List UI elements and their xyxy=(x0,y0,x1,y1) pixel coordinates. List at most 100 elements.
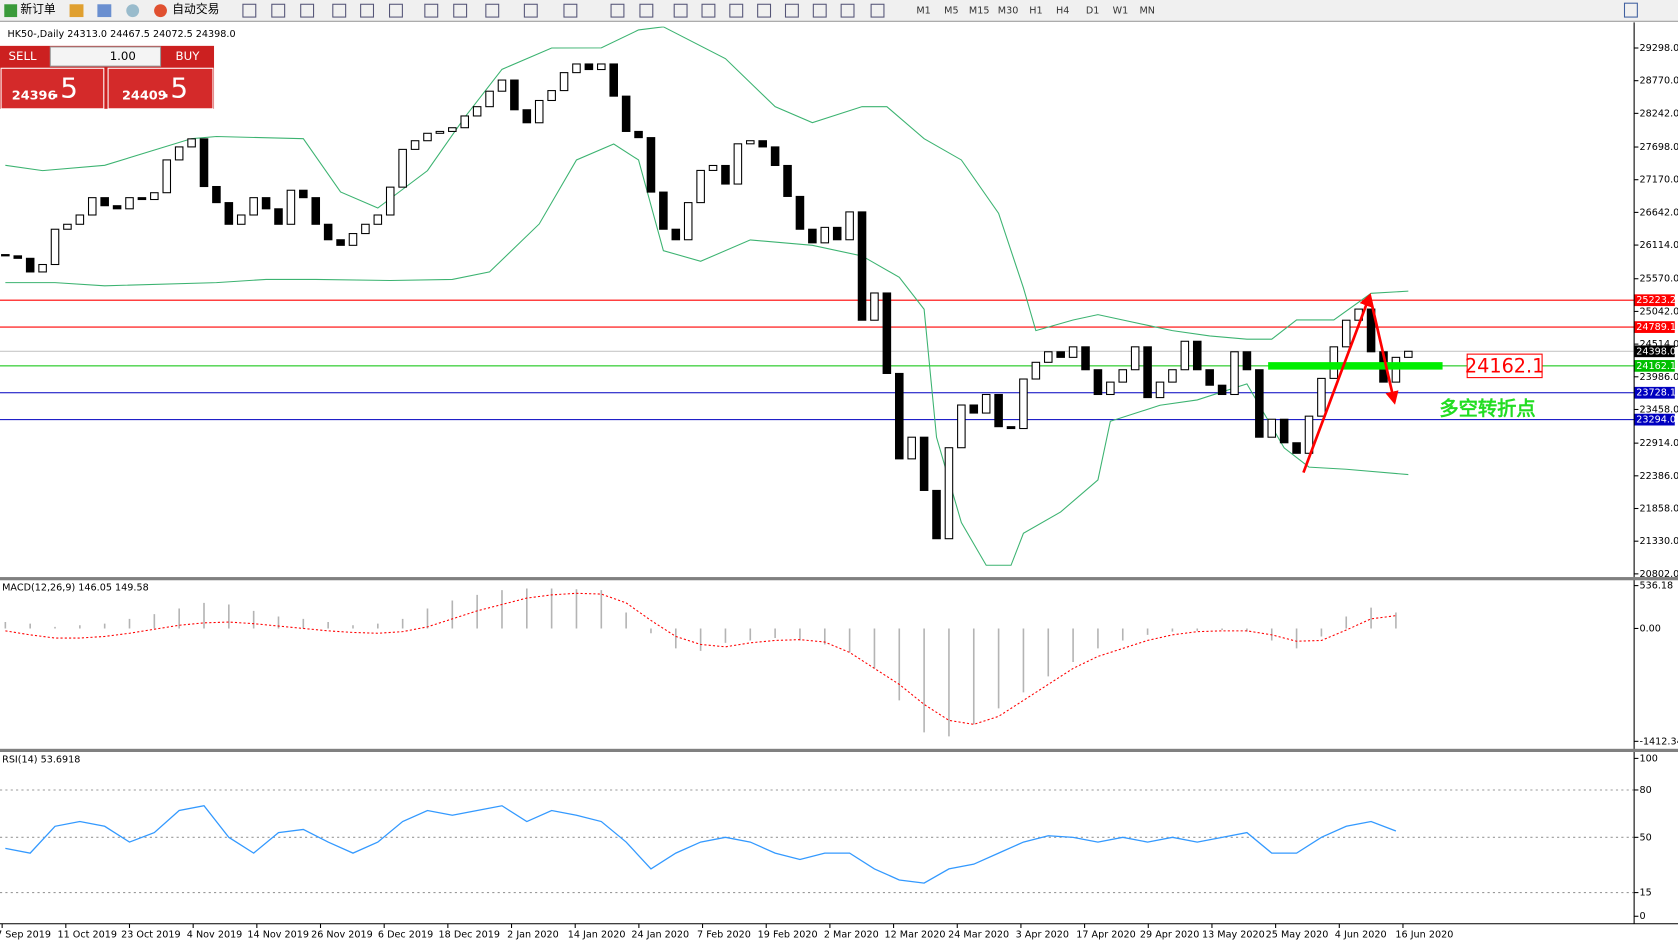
tool-button[interactable] xyxy=(729,3,744,18)
price-callout xyxy=(1466,353,1543,379)
sell-label[interactable]: SELL xyxy=(9,49,37,63)
candle xyxy=(770,146,780,167)
buy-label[interactable]: BUY xyxy=(176,49,201,63)
x-tick-label: 4 Jun 2020 xyxy=(1335,929,1387,940)
tool-button[interactable] xyxy=(523,3,538,18)
toolbar-bg xyxy=(0,0,1678,22)
tool-button[interactable] xyxy=(453,3,468,18)
buy-price-fraction[interactable]: .5 xyxy=(162,72,189,105)
x-tick-label: 25 May 2020 xyxy=(1266,929,1329,940)
tool-button[interactable] xyxy=(389,3,403,18)
timeframe-button[interactable]: M5 xyxy=(944,6,958,17)
rsi-title: RSI(14) 53.6918 xyxy=(2,754,80,765)
tool-button[interactable] xyxy=(701,3,716,18)
main-panel xyxy=(0,26,1635,566)
candle xyxy=(299,189,308,199)
level-label-bg xyxy=(1634,386,1675,399)
candle xyxy=(1168,369,1177,383)
auto-trade-icon[interactable] xyxy=(154,4,167,18)
timeframe-button[interactable]: M30 xyxy=(998,6,1019,17)
lot-value[interactable]: 1.00 xyxy=(110,49,136,63)
candle xyxy=(584,63,594,71)
new-order-icon[interactable] xyxy=(4,4,18,18)
timeframe-button[interactable]: M1 xyxy=(916,6,930,17)
panel-separator xyxy=(0,577,1678,581)
candle xyxy=(460,115,470,129)
candle xyxy=(510,79,519,111)
tool-button[interactable] xyxy=(563,3,578,18)
lot-input[interactable] xyxy=(49,46,162,67)
tool-button[interactable] xyxy=(300,3,315,18)
sell-price-fraction[interactable]: .5 xyxy=(51,72,78,105)
candle xyxy=(1217,384,1227,396)
tool-button[interactable] xyxy=(332,3,347,18)
tool-icon[interactable] xyxy=(97,4,112,18)
timeframe-button[interactable]: D1 xyxy=(1086,6,1100,17)
trend-arrow xyxy=(1302,292,1373,473)
tool-button[interactable] xyxy=(784,3,799,18)
buy-button[interactable] xyxy=(107,67,214,110)
candle xyxy=(820,226,830,244)
annotation-text: 多空转折点 xyxy=(1439,397,1535,420)
support-band xyxy=(1268,362,1443,370)
tool-button[interactable] xyxy=(610,3,625,18)
candle xyxy=(199,138,209,188)
candle xyxy=(1230,351,1239,396)
level-label-bg xyxy=(1634,294,1675,307)
buy-price[interactable]: 24409 xyxy=(122,89,167,104)
sell-button[interactable] xyxy=(0,67,105,110)
candle xyxy=(634,130,643,139)
tool-button[interactable] xyxy=(812,3,827,18)
rsi-line xyxy=(5,805,1397,884)
candle xyxy=(733,143,743,185)
candle xyxy=(882,292,892,374)
timeframe-button[interactable]: W1 xyxy=(1113,6,1129,17)
x-tick-label: 26 Nov 2019 xyxy=(311,929,373,940)
tool-button[interactable] xyxy=(424,3,439,18)
tool-button[interactable] xyxy=(639,3,654,18)
candle xyxy=(125,197,134,210)
x-tick-label: 7 Feb 2020 xyxy=(697,929,751,940)
tool-button[interactable] xyxy=(242,3,257,18)
macd-signal xyxy=(5,592,1396,725)
tool-button[interactable] xyxy=(271,3,286,18)
candle xyxy=(981,393,991,414)
panel-separator xyxy=(0,748,1678,752)
tool-button[interactable] xyxy=(757,3,772,18)
candle xyxy=(621,95,631,132)
sell-price[interactable]: 24396 xyxy=(12,89,57,104)
timeframe-button[interactable]: MN xyxy=(1139,6,1155,17)
tool-button[interactable] xyxy=(673,3,688,18)
tool-button[interactable] xyxy=(840,3,855,18)
tool-icon[interactable] xyxy=(69,4,84,18)
candle xyxy=(50,228,60,266)
candle xyxy=(497,79,507,92)
y-tick-label: 22914.0 xyxy=(1639,438,1678,449)
tool-button[interactable] xyxy=(360,3,375,18)
tool-icon[interactable] xyxy=(126,4,140,18)
candle xyxy=(373,214,383,225)
x-tick-label: 2 Jan 2020 xyxy=(507,929,559,940)
search-icon[interactable] xyxy=(1623,2,1638,18)
auto-trade-button[interactable]: 自动交易 xyxy=(172,2,219,16)
candle xyxy=(572,63,581,74)
timeframe-button[interactable]: H1 xyxy=(1029,6,1042,17)
candle xyxy=(1304,415,1314,454)
candle xyxy=(137,197,147,201)
candle xyxy=(1143,346,1152,399)
x-tick-label: 18 Dec 2019 xyxy=(439,929,500,940)
new-order-button[interactable]: 新订单 xyxy=(20,2,56,16)
candle xyxy=(63,223,72,230)
timeframe-button[interactable]: H4 xyxy=(1056,6,1069,17)
candle xyxy=(845,211,854,241)
candle xyxy=(919,436,929,491)
candle xyxy=(472,106,482,117)
x-tick-label: 11 Oct 2019 xyxy=(57,929,117,940)
tool-button[interactable] xyxy=(485,3,500,18)
timeframe-button[interactable]: M15 xyxy=(969,6,990,17)
candle xyxy=(25,257,35,273)
candle xyxy=(646,137,656,193)
tool-button[interactable] xyxy=(870,3,885,18)
